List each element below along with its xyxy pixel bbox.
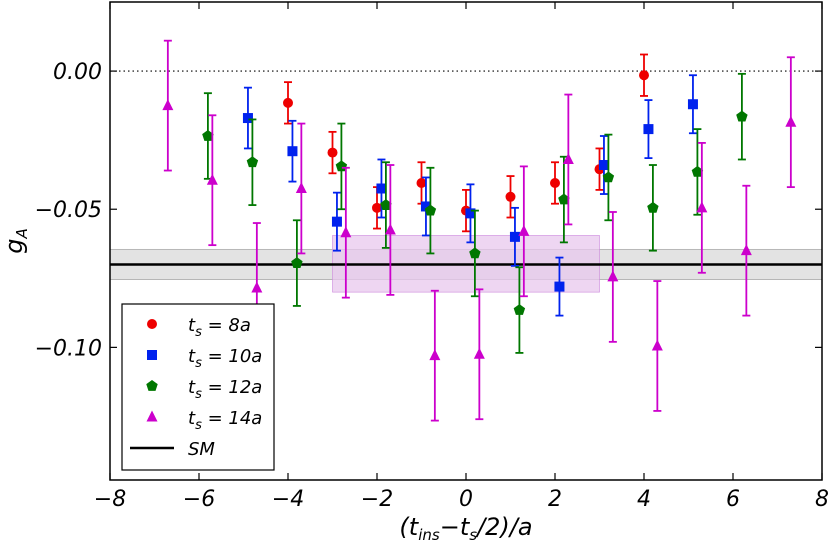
data-point	[736, 110, 748, 122]
legend: ts = 8a ts = 10a ts = 12a ts = 14a SM	[121, 303, 275, 471]
series-1	[242, 74, 698, 317]
data-point	[206, 173, 218, 185]
y-tick-label: −0.05	[35, 198, 102, 223]
data-point	[647, 201, 659, 213]
data-point	[465, 208, 476, 219]
legend-label: ts = 12a	[188, 377, 262, 402]
data-point	[420, 201, 431, 212]
data-point	[598, 160, 609, 171]
data-point	[639, 70, 649, 81]
legend-label: ts = 10a	[188, 346, 262, 371]
data-point	[251, 281, 263, 293]
data-point	[295, 182, 307, 194]
legend-marker	[147, 319, 157, 329]
data-point	[331, 216, 342, 227]
x-tick-label: 8	[815, 487, 829, 512]
data-point	[554, 281, 565, 292]
data-point	[473, 347, 485, 359]
data-point	[558, 193, 570, 205]
data-point	[424, 204, 437, 216]
series-3	[162, 39, 797, 422]
data-point	[291, 257, 303, 268]
legend-marker	[146, 410, 158, 422]
data-point	[696, 201, 708, 213]
data-point	[518, 224, 530, 236]
data-point	[287, 146, 298, 157]
data-point	[246, 156, 259, 168]
data-point	[162, 99, 174, 111]
y-axis-title: gA	[0, 228, 31, 254]
data-point	[505, 191, 516, 202]
data-point	[283, 97, 293, 108]
x-tick-label: 4	[637, 487, 651, 512]
data-point	[562, 152, 574, 164]
data-point	[469, 247, 481, 259]
legend-label: ts = 14a	[188, 408, 262, 433]
x-tick-label: −2	[361, 487, 393, 512]
data-point	[785, 115, 797, 127]
x-tick-label: 6	[726, 487, 740, 512]
data-point	[429, 349, 441, 361]
data-point	[643, 124, 654, 135]
data-point	[509, 231, 520, 242]
legend-label-sm: SM	[188, 439, 215, 460]
x-tick-label: −4	[272, 487, 304, 512]
data-point	[202, 130, 214, 141]
data-point	[651, 339, 663, 351]
x-tick-label: 2	[548, 487, 562, 512]
data-point	[242, 113, 253, 124]
data-point	[602, 171, 615, 183]
ticks-layer: −8 −6 −4 −2 0 2 4 6 8 0.00 −0.05 −0.10	[35, 2, 829, 512]
reference-lines-layer	[110, 70, 822, 266]
series-0	[283, 53, 649, 233]
x-axis-title: (tins−ts/2)/a	[399, 513, 532, 542]
data-point	[372, 202, 382, 213]
data-point	[740, 244, 752, 256]
data-point	[340, 226, 352, 238]
legend-marker	[146, 380, 158, 391]
data-point	[513, 304, 526, 315]
data-point	[376, 183, 387, 194]
data-marks-layer	[162, 39, 797, 422]
legend-marker	[147, 350, 157, 360]
x-tick-label: −6	[183, 487, 215, 512]
data-point	[416, 177, 427, 188]
legend-label: ts = 8a	[188, 315, 251, 340]
data-point	[691, 165, 704, 177]
data-point	[380, 199, 392, 210]
data-point	[550, 177, 560, 188]
data-point	[607, 270, 619, 282]
axis-titles: (tins−ts/2)/a gA	[0, 228, 533, 542]
series-2	[202, 72, 748, 354]
data-point	[687, 99, 698, 110]
y-tick-label: 0.00	[53, 60, 102, 85]
data-point	[384, 223, 396, 235]
x-tick-label: −8	[94, 487, 126, 512]
data-point	[327, 147, 338, 158]
y-tick-label: −0.10	[35, 336, 102, 361]
x-tick-label: 0	[459, 487, 473, 512]
